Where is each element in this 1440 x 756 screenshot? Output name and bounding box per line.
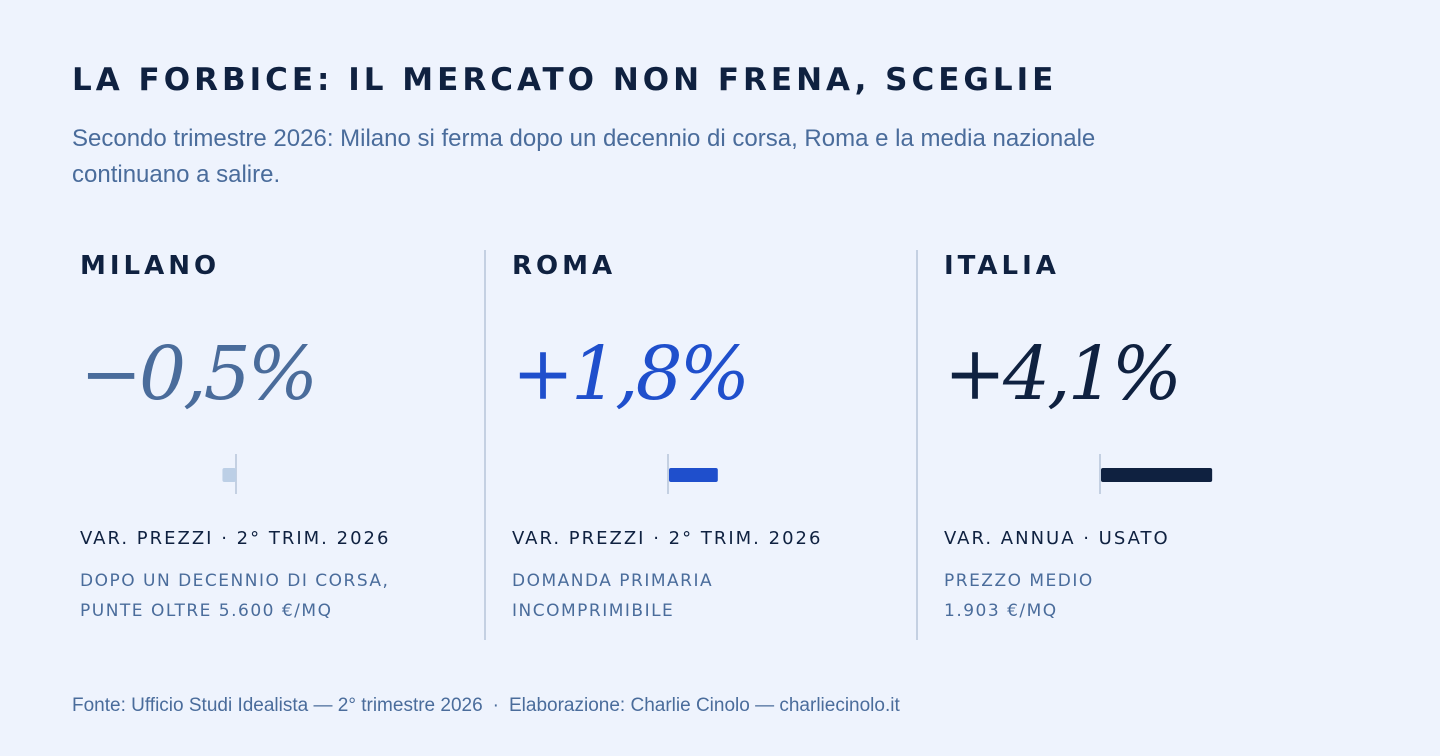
column-divider	[916, 250, 918, 640]
city-label: ITALIA	[944, 251, 1060, 281]
metric-label: VAR. PREZZI · 2° TRIM. 2026	[512, 528, 823, 549]
chart-subtitle: Secondo trimestre 2026: Milano si ferma …	[72, 125, 1096, 188]
value-label: −0,5%	[80, 331, 318, 417]
bar-track	[222, 454, 237, 494]
note: PREZZO MEDIO 1.903 €/MQ	[944, 566, 1344, 626]
bar	[1101, 468, 1213, 482]
city-label: MILANO	[80, 251, 221, 281]
column-divider	[484, 250, 486, 640]
footer-separator: ·	[492, 695, 499, 716]
bar-track	[667, 454, 718, 494]
city-label: ROMA	[512, 251, 617, 281]
metric-label: VAR. PREZZI · 2° TRIM. 2026	[80, 528, 391, 549]
note-line: PUNTE OLTRE 5.600 €/MQ	[80, 601, 333, 621]
footer: Fonte: Ufficio Studi Idealista — 2° trim…	[72, 690, 900, 722]
note-line: DOPO UN DECENNIO DI CORSA,	[80, 571, 390, 591]
bar-track	[1099, 454, 1213, 494]
panel-roma: ROMA +1,8% VAR. PREZZI · 2° TRIM. 2026 D…	[512, 246, 912, 621]
note-line: PREZZO MEDIO	[944, 571, 1094, 591]
credit-note: Elaborazione: Charlie Cinolo — charlieci…	[509, 695, 900, 716]
note-line: DOMANDA PRIMARIA	[512, 571, 714, 591]
note: DOMANDA PRIMARIA INCOMPRIMIBILE	[512, 566, 912, 626]
value-label: +4,1%	[944, 331, 1182, 417]
value-label: +1,8%	[512, 331, 750, 417]
panel-italia: ITALIA +4,1% VAR. ANNUA · USATO PREZZO M…	[944, 246, 1344, 621]
metric-label: VAR. ANNUA · USATO	[944, 528, 1170, 549]
bar	[222, 468, 236, 482]
note-line: INCOMPRIMIBILE	[512, 601, 675, 621]
note: DOPO UN DECENNIO DI CORSA, PUNTE OLTRE 5…	[80, 566, 480, 626]
source-note: Fonte: Ufficio Studi Idealista — 2° trim…	[72, 695, 483, 716]
panel-milano: MILANO −0,5% VAR. PREZZI · 2° TRIM. 2026…	[80, 246, 480, 621]
chart-title: LA FORBICE: IL MERCATO NON FRENA, SCEGLI…	[72, 62, 1058, 98]
note-line: 1.903 €/MQ	[944, 601, 1058, 621]
bar	[669, 468, 718, 482]
